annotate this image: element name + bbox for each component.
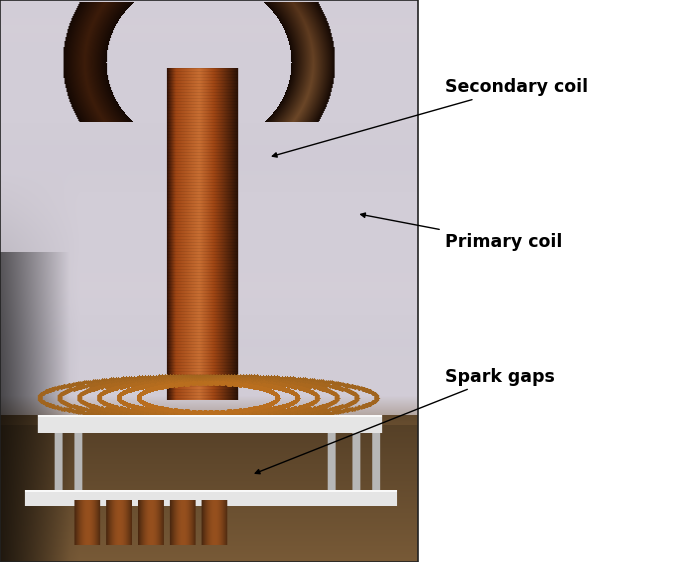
Text: Primary coil: Primary coil — [361, 213, 562, 251]
Bar — [418, 0, 679, 562]
Bar — [0, 0, 418, 562]
Text: Secondary coil: Secondary coil — [272, 78, 588, 157]
Text: Spark gaps: Spark gaps — [255, 368, 555, 474]
